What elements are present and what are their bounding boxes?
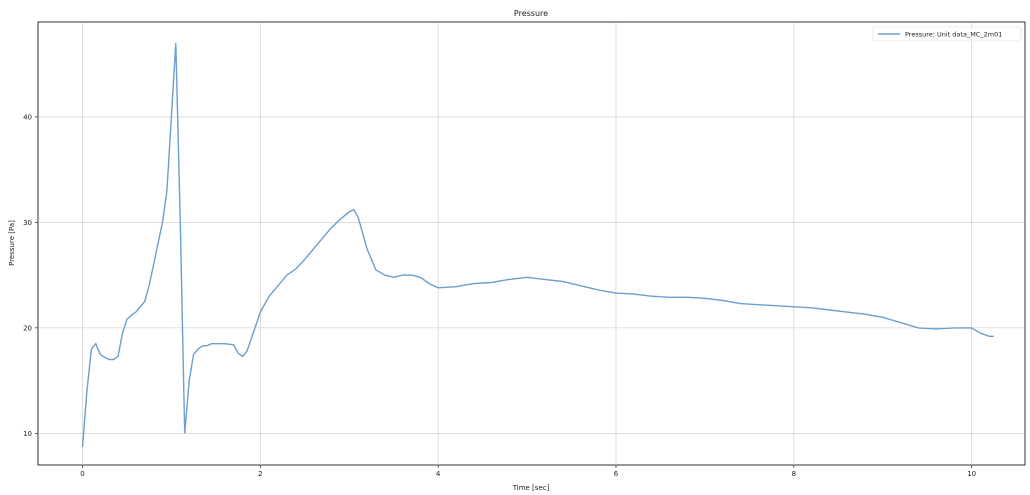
- x-tick-label: 4: [436, 470, 441, 478]
- legend-label: Pressure: Unit data_MC_2m01: [905, 31, 1002, 39]
- y-tick-label: 20: [23, 324, 32, 332]
- y-axis-title: Pressure [Pa]: [8, 220, 16, 266]
- grid-lines: [38, 22, 1025, 465]
- chart-title: Pressure: [514, 9, 548, 18]
- x-tick-label: 10: [967, 470, 976, 478]
- y-tick-label: 40: [23, 113, 32, 121]
- x-tick-label: 8: [792, 470, 796, 478]
- legend-box: [872, 26, 1022, 42]
- y-axis-ticks: 10 20 30 40: [23, 113, 38, 438]
- y-tick-label: 30: [23, 219, 32, 227]
- plot-area: [37, 21, 1026, 466]
- x-tick-label: 6: [614, 470, 619, 478]
- x-tick-label: 2: [258, 470, 262, 478]
- x-axis-ticks: 0 2 4 6 8 10: [80, 465, 976, 478]
- x-tick-label: 0: [80, 470, 84, 478]
- y-tick-label: 10: [23, 430, 32, 438]
- pressure-series-line: [81, 43, 994, 448]
- x-axis-title: Time [sec]: [512, 484, 550, 492]
- legend: Pressure: Unit data_MC_2m01: [872, 26, 1022, 42]
